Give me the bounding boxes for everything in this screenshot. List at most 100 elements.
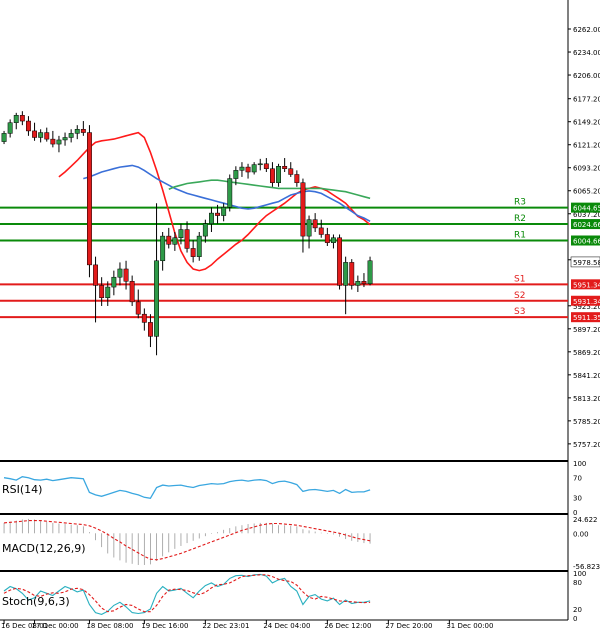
macd-histogram-bar xyxy=(204,533,206,537)
candle-body xyxy=(312,219,318,229)
rsi-tick-label: 70 xyxy=(573,475,582,483)
candle-body xyxy=(50,138,56,145)
stoch-k-line xyxy=(3,573,371,615)
moving-average-line xyxy=(83,164,371,223)
macd-tick-label: -56.823 xyxy=(573,563,600,571)
macd-histogram-bar xyxy=(290,525,292,534)
candle-body xyxy=(282,166,288,169)
candle-body xyxy=(233,170,239,179)
candle-body xyxy=(129,281,135,303)
time-tick-label: 17 Dec 00:00 xyxy=(32,622,79,630)
candle-body xyxy=(184,229,190,249)
time-tick-label: 26 Dec 12:00 xyxy=(324,622,371,630)
rsi-title: RSI(14) xyxy=(2,483,42,496)
candle-body xyxy=(62,137,68,141)
time-tick-label: 24 Dec 04:00 xyxy=(263,622,310,630)
candle-body xyxy=(178,229,184,239)
macd-histogram-bar xyxy=(95,533,96,541)
candle-body xyxy=(111,276,117,288)
candle-body xyxy=(1,133,7,142)
macd-tick-label: 24.622 xyxy=(573,516,598,524)
macd-histogram-bar xyxy=(217,532,218,534)
macd-histogram-bar xyxy=(326,533,328,534)
macd-histogram-bar xyxy=(223,529,225,534)
candle-body xyxy=(215,212,221,216)
candle-body xyxy=(26,120,31,132)
macd-histogram-bar xyxy=(229,528,231,534)
macd-histogram-bar xyxy=(308,530,310,534)
macd-histogram-bar xyxy=(345,533,347,540)
candle-body xyxy=(74,129,80,134)
candle-body xyxy=(123,268,129,282)
candle-body xyxy=(355,281,361,286)
macd-histogram-bar xyxy=(70,524,72,534)
stoch-title: Stoch(9,6,3) xyxy=(2,595,70,608)
candle-body xyxy=(80,129,86,133)
macd-histogram-bar xyxy=(241,525,243,534)
candle-body xyxy=(343,262,349,286)
price-tick-label: 5897.20 xyxy=(573,326,600,334)
macd-tick-label: 0.00 xyxy=(573,530,589,538)
level-name-s2: S2 xyxy=(514,291,525,301)
candle-body xyxy=(19,115,25,122)
level-price-badge xyxy=(571,312,600,323)
macd-histogram-bar xyxy=(168,533,170,553)
macd-histogram-bar xyxy=(52,522,54,534)
candle-body xyxy=(148,322,153,337)
macd-histogram-bar xyxy=(143,533,145,565)
level-price-badge xyxy=(571,279,600,290)
candle-body xyxy=(93,264,98,286)
macd-histogram-bar xyxy=(76,525,78,534)
candle-body xyxy=(263,163,269,169)
candle-body xyxy=(7,122,13,134)
macd-histogram-bar xyxy=(125,533,127,563)
price-tick-label: 6149.20 xyxy=(573,119,600,127)
candle-body xyxy=(306,219,312,237)
macd-histogram-bar xyxy=(333,533,334,535)
macd-histogram-bar xyxy=(351,533,353,541)
candle-body xyxy=(166,235,172,245)
macd-histogram-bar xyxy=(34,519,35,534)
price-tick-label: 5925.20 xyxy=(573,303,600,311)
price-tick-label: 5869.20 xyxy=(573,349,600,357)
candle-body xyxy=(209,212,214,225)
price-tick-label: 6206.00 xyxy=(573,72,600,80)
candle-body xyxy=(349,262,355,286)
candle-body xyxy=(367,260,373,285)
macd-histogram-bar xyxy=(339,533,340,537)
macd-histogram-bar xyxy=(284,525,286,534)
candle-body xyxy=(300,182,306,237)
candle-body xyxy=(141,313,147,323)
macd-signal-line xyxy=(3,520,371,561)
candle-body xyxy=(318,227,324,235)
candle-body xyxy=(324,234,330,243)
macd-histogram-bar xyxy=(235,526,237,534)
macd-histogram-bar xyxy=(265,522,267,534)
candle-body xyxy=(202,223,208,237)
level-name-r2: R2 xyxy=(514,214,526,224)
macd-histogram-bar xyxy=(107,533,109,554)
macd-histogram-bar xyxy=(162,533,164,557)
time-tick-label: 22 Dec 23:01 xyxy=(202,622,249,630)
level-price-label: 5951.34 xyxy=(573,281,600,289)
candle-body xyxy=(227,178,233,208)
candle-body xyxy=(331,237,336,243)
macd-histogram-bar xyxy=(363,533,365,544)
time-tick-label: 18 Dec 08:00 xyxy=(86,622,133,630)
candle-body xyxy=(160,235,166,262)
macd-histogram-bar xyxy=(314,531,316,534)
candle-body xyxy=(257,163,263,166)
stoch-tick-label: 100 xyxy=(573,570,586,578)
level-price-label: 5911.35 xyxy=(573,314,600,322)
macd-histogram-bar xyxy=(28,518,29,534)
candle-body xyxy=(251,164,257,173)
candle-body xyxy=(196,235,202,257)
moving-average-line xyxy=(168,179,371,200)
time-tick-label: 31 Dec 00:00 xyxy=(446,622,493,630)
candle-body xyxy=(154,260,160,337)
level-price-badge xyxy=(571,235,600,246)
candle-body xyxy=(117,268,123,278)
level-price-badge xyxy=(571,295,600,306)
